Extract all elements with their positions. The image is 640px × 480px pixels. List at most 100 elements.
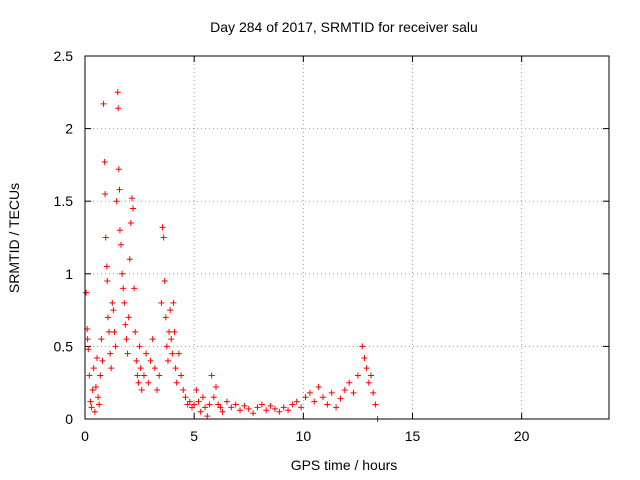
data-point [368,372,375,379]
data-point [363,365,370,372]
data-point [372,401,379,408]
y-tick-label: 0 [65,411,73,427]
data-point [232,401,239,408]
data-point [104,314,111,321]
data-point [169,350,176,357]
data-point [333,404,340,411]
data-point [319,394,326,401]
data-point [228,404,235,411]
data-point [178,372,185,379]
data-point [219,408,226,415]
data-point [359,343,366,350]
data-point [186,398,193,405]
data-point [162,314,169,321]
x-tick-label: 10 [296,428,312,444]
data-point [108,365,115,372]
data-point [94,355,101,362]
data-point [137,365,144,372]
data-point [131,285,138,292]
data-point [195,398,202,405]
data-point [182,394,189,401]
x-tick-label: 0 [81,428,89,444]
x-tick-label: 5 [190,428,198,444]
data-point [126,256,133,263]
data-point [302,394,309,401]
data-point [346,379,353,386]
data-point [199,394,206,401]
data-point [92,384,99,391]
data-point [116,227,123,234]
data-point [298,404,305,411]
data-point [328,389,335,396]
x-tick-label: 20 [514,428,530,444]
data-point [271,405,278,412]
y-tick-label: 1 [65,266,73,282]
data-point [156,372,163,379]
chart-title: Day 284 of 2017, SRMTID for receiver sal… [210,19,478,35]
data-point [341,386,348,393]
data-point [101,158,108,165]
data-point [107,350,114,357]
data-point [154,386,161,393]
data-point [114,89,121,96]
plot-frame [84,55,610,420]
data-point [354,372,361,379]
data-point [163,343,170,350]
data-point [130,205,137,212]
data-point [91,408,98,415]
data-point [112,343,119,350]
data-point [276,408,283,415]
data-point [250,410,257,417]
data-point [350,389,357,396]
data-point [223,398,230,405]
data-point [83,289,90,296]
data-point [95,394,102,401]
data-point [109,299,116,306]
data-point [173,379,180,386]
data-point [116,186,123,193]
data-point [172,365,179,372]
data-point [202,404,209,411]
data-point [122,321,129,328]
y-tick-label: 2 [65,121,73,137]
data-point [135,379,142,386]
data-point [96,401,103,408]
data-point [365,379,372,386]
data-point [206,401,213,408]
data-point [258,401,265,408]
data-point [311,398,318,405]
data-point [106,328,113,335]
data-point [241,402,248,409]
data-point [124,350,131,357]
y-tick-label: 1.5 [54,193,74,209]
data-point [90,365,97,372]
data-point [208,372,215,379]
data-point [324,401,331,408]
data-point [110,307,117,314]
data-point [102,190,109,197]
data-point [123,336,130,343]
data-point [170,299,177,306]
x-tick-label: 15 [405,428,421,444]
data-point [145,379,152,386]
data-points [83,89,381,422]
data-point [171,328,178,335]
data-point [121,299,128,306]
data-point [166,328,173,335]
data-point [151,365,158,372]
data-point [84,336,91,343]
data-point [293,398,300,405]
data-point [140,372,147,379]
data-point [99,357,106,364]
data-point [127,219,134,226]
data-point [370,389,377,396]
data-point [167,307,174,314]
data-point [85,346,92,353]
data-point [138,386,145,393]
data-point [213,384,219,391]
data-point [111,328,118,335]
data-point [217,404,224,411]
data-point [100,100,107,107]
data-point [161,278,168,285]
